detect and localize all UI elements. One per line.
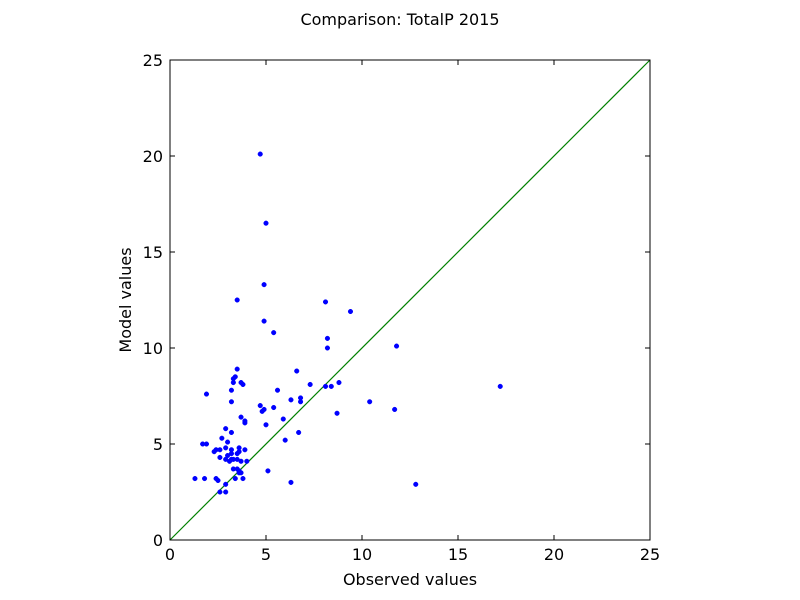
data-point (226, 458, 233, 464)
x-tick-label: 10 (352, 545, 372, 564)
data-point (230, 380, 236, 386)
data-point (367, 399, 373, 405)
data-point (257, 403, 263, 409)
data-point (234, 297, 240, 303)
data-point (192, 476, 198, 482)
data-point (223, 489, 229, 495)
data-point (307, 381, 313, 388)
data-point (228, 429, 234, 436)
data-point (288, 479, 294, 485)
data-point (324, 335, 330, 341)
data-point (347, 308, 354, 315)
data-point (261, 318, 267, 324)
data-point (265, 468, 271, 474)
data-point (257, 151, 263, 157)
data-point (298, 399, 304, 405)
data-point (202, 476, 208, 482)
data-point (240, 476, 246, 482)
data-point (234, 451, 240, 457)
x-tick-label: 15 (448, 545, 468, 564)
data-point (219, 435, 225, 441)
data-point (225, 439, 231, 445)
y-tick-label: 15 (143, 243, 163, 262)
data-point (271, 330, 277, 336)
data-point (296, 429, 302, 436)
y-tick-label: 0 (153, 531, 163, 550)
data-point (322, 383, 329, 389)
data-point (271, 404, 277, 411)
data-point (203, 391, 210, 397)
data-point (328, 383, 334, 389)
data-point (244, 458, 250, 464)
data-point (324, 345, 330, 351)
data-point (413, 481, 419, 487)
data-point (217, 454, 223, 460)
data-point (242, 447, 248, 453)
data-point (228, 399, 234, 405)
data-point (238, 414, 244, 420)
x-tick-label: 25 (640, 545, 660, 564)
data-point (394, 343, 400, 349)
data-point (336, 380, 342, 386)
reference-line-layer (169, 59, 651, 541)
x-tick-label: 0 (165, 545, 175, 564)
data-point (294, 368, 300, 374)
one-to-one-line (169, 59, 651, 541)
y-axis-label: Model values (116, 247, 135, 352)
data-point (282, 437, 288, 443)
data-point (274, 387, 281, 393)
y-tick-label: 5 (153, 435, 163, 454)
data-point (263, 422, 269, 428)
chart-title: Comparison: TotalP 2015 (300, 10, 499, 29)
data-point (280, 416, 286, 422)
y-tick-label: 25 (143, 51, 163, 70)
data-point (392, 406, 398, 412)
x-axis-label: Observed values (343, 570, 477, 589)
ticks-layer: 0 5 10 15 20 25 0 5 10 15 20 25 (143, 51, 661, 564)
data-point (223, 481, 229, 487)
data-point (203, 441, 210, 447)
data-point (240, 381, 246, 388)
data-point (230, 466, 236, 472)
data-point (228, 387, 234, 393)
data-point (211, 449, 217, 455)
data-point (259, 408, 265, 414)
data-point (223, 445, 229, 451)
x-tick-label: 20 (544, 545, 564, 564)
data-point (263, 220, 269, 226)
data-point (261, 282, 267, 288)
data-point (322, 299, 329, 305)
data-point (497, 383, 503, 389)
data-point (288, 397, 294, 403)
data-point (215, 477, 221, 484)
x-tick-label: 5 (261, 545, 271, 564)
y-tick-label: 10 (143, 339, 163, 358)
points-layer (192, 151, 503, 495)
data-point (232, 476, 238, 482)
data-point (223, 426, 229, 432)
data-point (238, 470, 244, 476)
data-point (217, 489, 223, 495)
y-tick-label: 20 (143, 147, 163, 166)
data-point (234, 366, 240, 372)
data-point (334, 410, 340, 416)
data-point (242, 418, 248, 424)
